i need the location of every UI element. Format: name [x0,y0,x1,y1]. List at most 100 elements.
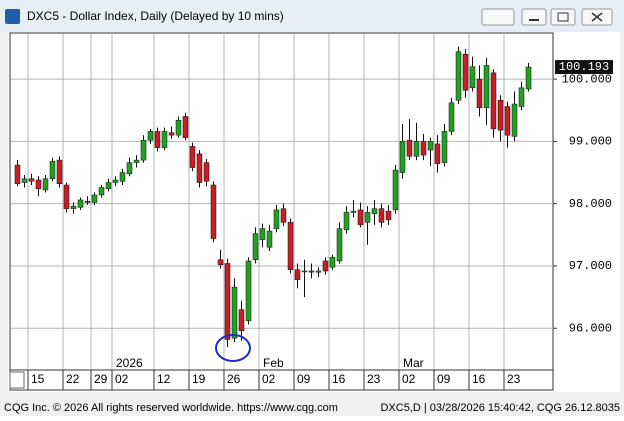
circle-annotation [215,334,251,362]
candle-body [252,233,259,260]
link-button[interactable] [481,8,515,26]
title-bar [0,0,624,32]
candle-body [105,182,112,189]
candle-body [441,131,448,163]
candle-body [525,66,532,90]
candle-body [91,194,98,203]
candle-body [77,199,84,208]
y-tick-label: 99.000 [569,135,612,149]
y-tick-label: 96.000 [569,321,612,335]
candle-body [147,131,154,141]
x-tick-label: 09 [437,372,451,386]
candle-body [168,132,175,136]
candle-body [399,141,406,173]
candle-body [126,162,133,175]
candle-body [224,263,231,340]
candle-body [210,184,217,239]
candle-body [238,309,245,332]
close-icon [591,12,603,22]
candle-body [490,72,497,130]
maximize-button[interactable] [550,8,576,26]
candle-body [245,260,252,322]
x-tick-label: 02 [115,372,129,386]
month-label: Mar [403,356,424,370]
x-tick-label: 23 [367,372,381,386]
candle-body [56,159,63,184]
candle-body [392,169,399,211]
candle-body [511,103,518,137]
candle-body [385,210,392,221]
candle-body [434,143,441,165]
candle-body [70,205,77,209]
candle-body [84,200,91,203]
candle-body [301,270,308,273]
candle-body [483,65,490,109]
app-icon [5,9,20,24]
x-tick-label: 23 [507,372,521,386]
candle-body [518,87,525,107]
candle-body [504,106,511,136]
status-right: DXC5,D | 03/28/2026 15:40:42, CQG 26.12.… [380,402,620,414]
x-tick-label: 02 [402,372,416,386]
y-tick-label: 97.000 [569,259,612,273]
candle-body [427,141,434,151]
candle-body [35,179,42,189]
x-tick-label: 19 [192,372,206,386]
candle-body [182,116,189,138]
y-tick-label: 98.000 [569,197,612,211]
candle-body [322,260,329,272]
candle-body [420,141,427,156]
candle-body [196,153,203,183]
candle-body [343,212,350,231]
last-price-box [555,60,613,75]
x-tick-label: 29 [94,372,108,386]
x-tick-label: 22 [66,372,80,386]
candle-body [371,208,378,214]
candle-body [364,212,371,223]
minimize-button[interactable] [521,8,547,26]
candle-body [175,119,182,136]
candle-body [469,66,476,89]
candle-body [448,102,455,132]
candle-body [217,259,224,265]
candle-body [329,257,336,268]
candle-body [497,100,504,131]
candle-body [119,172,126,182]
x-tick-label: 02 [262,372,276,386]
candle-body [21,178,28,183]
x-tick-label: 16 [472,372,486,386]
candle-body [336,228,343,262]
maximize-icon [557,12,569,22]
candle-body [462,53,469,91]
status-left: CQG Inc. © 2026 All rights reserved worl… [4,402,338,414]
candle-body [189,146,196,168]
candle-body [287,222,294,270]
candle-body [350,210,357,213]
candle-body [413,141,420,157]
x-tick-label: 09 [297,372,311,386]
scroll-box[interactable] [9,371,25,389]
candle-body [378,208,385,223]
candle-body [406,139,413,157]
y-tick-label: 100.000 [562,72,612,86]
candle-body [308,270,315,273]
x-tick-label: 26 [227,372,241,386]
candle-body [133,159,140,163]
x-tick-label: 15 [31,372,45,386]
x-tick-label: 12 [157,372,171,386]
candle-body [259,228,266,241]
candle-body [294,269,301,280]
x-tick-label: 16 [332,372,346,386]
status-bar [0,398,624,416]
candle-body [49,161,56,180]
candle-body [42,178,49,191]
last-price-label: 100.193 [559,60,609,74]
candle-body [63,184,70,209]
candle-body [98,187,105,196]
candle-body [112,179,119,183]
candle-body [315,270,322,273]
candle-body [28,178,35,182]
candle-body [14,164,21,184]
plot-layer [11,34,553,370]
